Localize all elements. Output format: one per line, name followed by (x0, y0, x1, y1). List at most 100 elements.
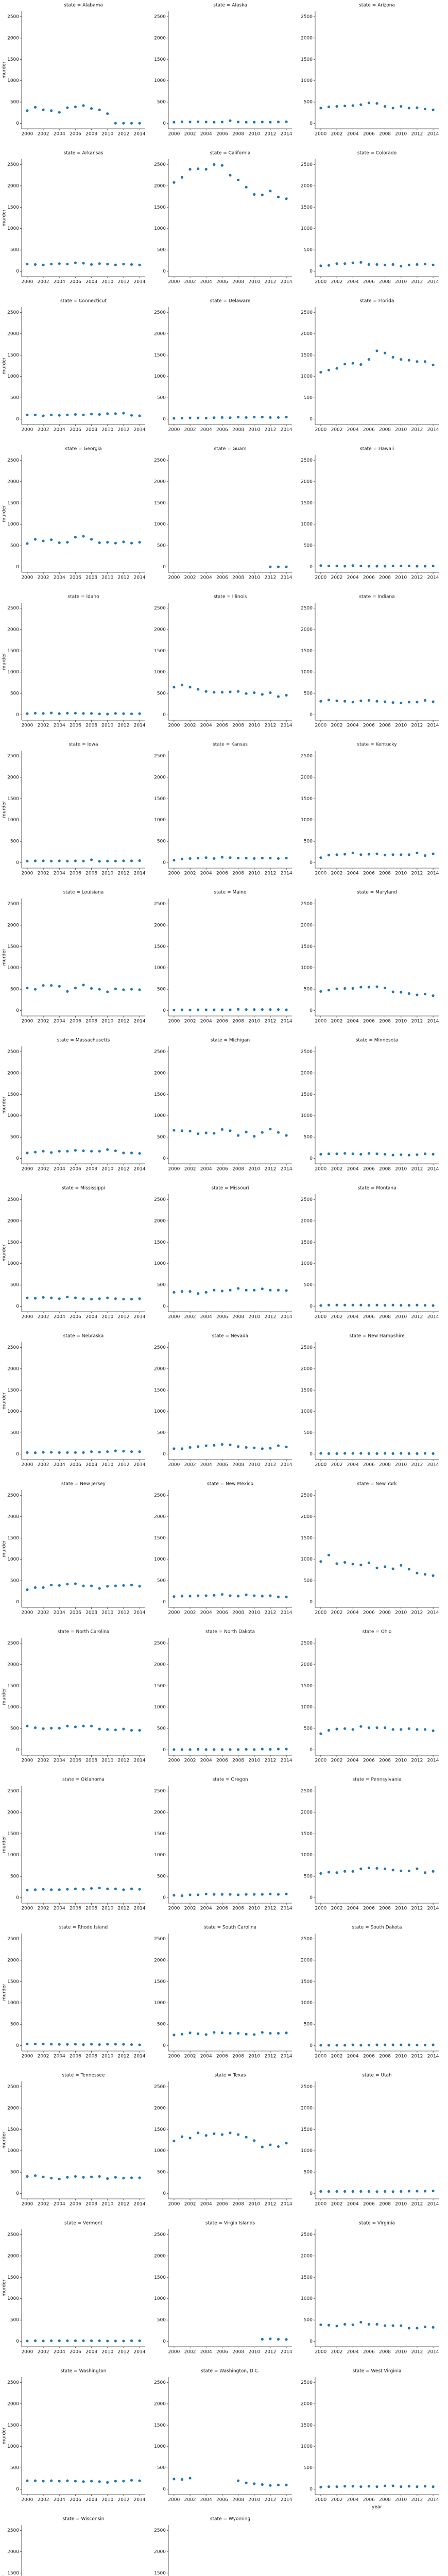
dot (213, 163, 216, 166)
x-tick-label: 2012 (264, 1611, 276, 1616)
dot (391, 2190, 394, 2193)
x-tick-label: 2002 (331, 132, 343, 137)
x-tick-label: 2014 (134, 723, 146, 728)
y-tick-label: 1500 (301, 796, 313, 802)
y-tick-label: 2500 (7, 14, 19, 20)
x-tick-label: 2008 (232, 1315, 244, 1320)
dot (407, 1303, 410, 1307)
y-tick-label: 1500 (7, 1092, 19, 1097)
y-tick-label: 500 (304, 2022, 313, 2027)
dot (359, 986, 363, 989)
x-tick-label: 2000 (21, 2350, 33, 2355)
y-tick-label: 1500 (7, 1240, 19, 1245)
dot (277, 1444, 280, 1447)
dot (375, 1566, 378, 1569)
dot (400, 1728, 403, 1731)
dot (173, 2478, 176, 2481)
x-tick-label: 2006 (363, 2202, 375, 2207)
y-tick-label: 2500 (154, 2528, 166, 2533)
dot (229, 2031, 232, 2035)
x-tick-label: 2004 (347, 1019, 359, 1024)
dot (122, 2480, 125, 2483)
dot (400, 991, 403, 994)
dot (82, 1149, 85, 1153)
dot (33, 1586, 37, 1589)
x-tick-label: 2012 (411, 2350, 423, 2355)
dot (66, 2176, 69, 2179)
dot (26, 859, 29, 862)
y-tick-label: 2500 (7, 1197, 19, 1202)
x-tick-label: 2004 (200, 132, 212, 137)
y-tick-label: 2000 (301, 331, 313, 336)
dot (253, 691, 256, 694)
dot (285, 1445, 288, 1449)
y-tick-label: 1000 (7, 2296, 19, 2301)
x-tick-label: 2014 (281, 2054, 292, 2059)
dot (33, 263, 37, 266)
dot (383, 565, 387, 568)
dot (122, 412, 125, 415)
dot (58, 712, 61, 715)
facet-title: state = North Carolina (57, 1630, 109, 1635)
x-tick-label: 2010 (395, 2350, 407, 2355)
x-tick-label: 2012 (117, 1906, 129, 1911)
dot (130, 1151, 133, 1155)
y-tick-label: 500 (10, 1135, 19, 1140)
dot (432, 2485, 435, 2488)
y-axis-label: murder (2, 2279, 7, 2296)
y-tick-label: 2500 (154, 1789, 166, 1794)
y-tick-label: 500 (304, 1283, 313, 1288)
dot (42, 2340, 45, 2343)
dot (269, 565, 272, 568)
dot (74, 261, 77, 264)
x-tick-label: 2012 (117, 1758, 129, 1764)
dot (391, 2324, 394, 2327)
y-tick-label: 2000 (154, 331, 166, 336)
x-tick-label: 2014 (281, 1758, 292, 1764)
dot (375, 852, 378, 855)
y-tick-label: 2500 (301, 310, 313, 315)
x-tick-label: 2006 (216, 132, 228, 137)
x-tick-label: 2004 (54, 132, 65, 137)
dot (220, 856, 224, 859)
dot (130, 1450, 133, 1453)
dot (220, 1748, 224, 1751)
facet-title: state = Oregon (212, 1777, 248, 1783)
y-tick-label: 1000 (154, 2148, 166, 2154)
dot (82, 712, 85, 715)
y-tick-label: 2000 (301, 2253, 313, 2259)
dot (138, 540, 141, 544)
y-tick-label: 2000 (7, 775, 19, 780)
y-axis-label: murder (2, 1096, 7, 1113)
x-tick-label: 2012 (117, 2350, 129, 2355)
y-tick-label: 0 (163, 1748, 166, 1753)
facet-title: state = Kentucky (357, 742, 397, 748)
dot (42, 1451, 45, 1454)
dot (220, 1443, 224, 1446)
dot (423, 1152, 427, 1156)
dot (343, 1152, 347, 1155)
dot (327, 2044, 331, 2047)
y-tick-label: 2000 (154, 627, 166, 632)
facet-title: state = Ohio (363, 1630, 392, 1635)
y-tick-label: 2000 (7, 1514, 19, 1519)
dot (407, 1452, 410, 1455)
dot (335, 262, 338, 265)
dot (114, 412, 117, 415)
y-tick-label: 1500 (154, 205, 166, 210)
dot (114, 2480, 117, 2483)
dot (204, 2134, 208, 2137)
y-tick-label: 2500 (301, 162, 313, 167)
dot (197, 1445, 200, 1448)
x-tick-label: 2002 (331, 1315, 343, 1320)
dot (26, 1451, 29, 1454)
x-tick-label: 2006 (363, 1758, 375, 1764)
dot (130, 1728, 133, 1732)
x-tick-label: 2000 (168, 723, 180, 728)
y-tick-label: 0 (163, 2487, 166, 2492)
x-tick-label: 2012 (411, 1463, 423, 1468)
dot (351, 1303, 354, 1307)
dot (33, 1297, 37, 1300)
x-tick-label: 2006 (216, 575, 228, 581)
y-tick-label: 1500 (154, 1684, 166, 1689)
